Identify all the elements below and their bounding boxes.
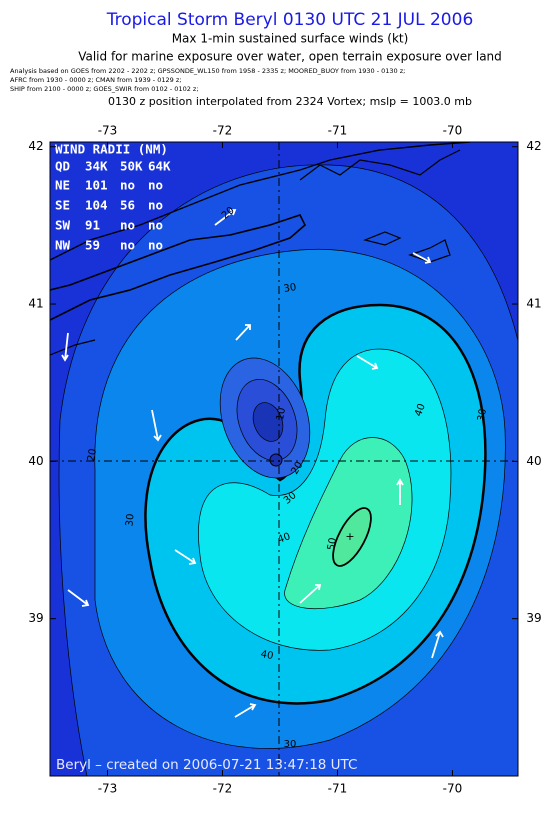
wind-field: + [50,142,518,776]
analysis-note: Analysis based on GOES from 2202 - 2202 … [10,67,405,75]
contour-label: 50 [326,537,339,551]
radii-cell: 91 [85,218,100,233]
radii-cell: NE [55,178,70,193]
contour-label: 40 [276,531,292,546]
radii-cell: 101 [85,178,108,193]
contour-label: 40 [413,402,428,418]
radii-cell: no [148,238,163,253]
radii-cell: no [120,178,135,193]
subtitle: Max 1-min sustained surface winds (kt) [172,32,409,46]
x-tick-label: -70 [443,124,463,138]
radii-cell: no [120,218,135,233]
x-tick-label: -71 [328,782,348,796]
x-tick-label: -73 [98,124,118,138]
contour-label: 10 [275,407,288,421]
y-tick-label: 40 [526,454,541,468]
x-tick-label: -72 [213,124,233,138]
contour-label: 30 [283,282,297,295]
radii-cell: no [148,178,163,193]
x-tick-label: -73 [98,782,118,796]
radii-column: 64K [148,159,171,174]
radii-cell: 56 [120,198,135,213]
x-tick-label: -71 [328,124,348,138]
frame [49,141,519,777]
credit: Beryl – created on 2006-07-21 13:47:18 U… [56,757,357,773]
radii-column: QD [55,159,70,174]
radii-cell: no [148,198,163,213]
radii-cell: 104 [85,198,108,213]
x-tick-label: -70 [443,782,463,796]
radii-cell: no [148,218,163,233]
radii-column: 34K [85,159,108,174]
y-tick-label: 39 [526,611,541,625]
radii-cell: SE [55,198,70,213]
radii-title: WIND RADII (NM) [55,142,168,157]
radii-cell: no [120,238,135,253]
y-tick-label: 42 [526,139,541,153]
y-tick-label: 42 [28,139,43,153]
contour-label: 30 [284,739,297,750]
position-note: 0130 z position interpolated from 2324 V… [108,95,472,108]
validity: Valid for marine exposure over water, op… [78,50,502,64]
radii-cell: SW [55,218,71,233]
y-tick-label: 39 [28,611,43,625]
y-tick-label: 40 [28,454,43,468]
contour-label: 30 [476,408,489,422]
x-tick-label: -72 [213,782,233,796]
y-tick-label: 41 [28,297,43,311]
y-tick-label: 41 [526,297,541,311]
radii-column: 50K [120,159,143,174]
contour-label: 20 [86,448,99,462]
contour-label: 40 [260,649,274,662]
radii-cell: 59 [85,238,100,253]
radii-cell: NW [55,238,71,253]
title: Tropical Storm Beryl 0130 UTC 21 JUL 200… [106,10,474,30]
center-marker: + [345,530,354,543]
contour-label: 30 [124,513,136,527]
analysis-note: AFRC from 1930 - 0000 z; CMAN from 1939 … [10,76,181,84]
analysis-note: SHIP from 2100 - 0000 z; GOES_SWIR from … [10,85,199,93]
